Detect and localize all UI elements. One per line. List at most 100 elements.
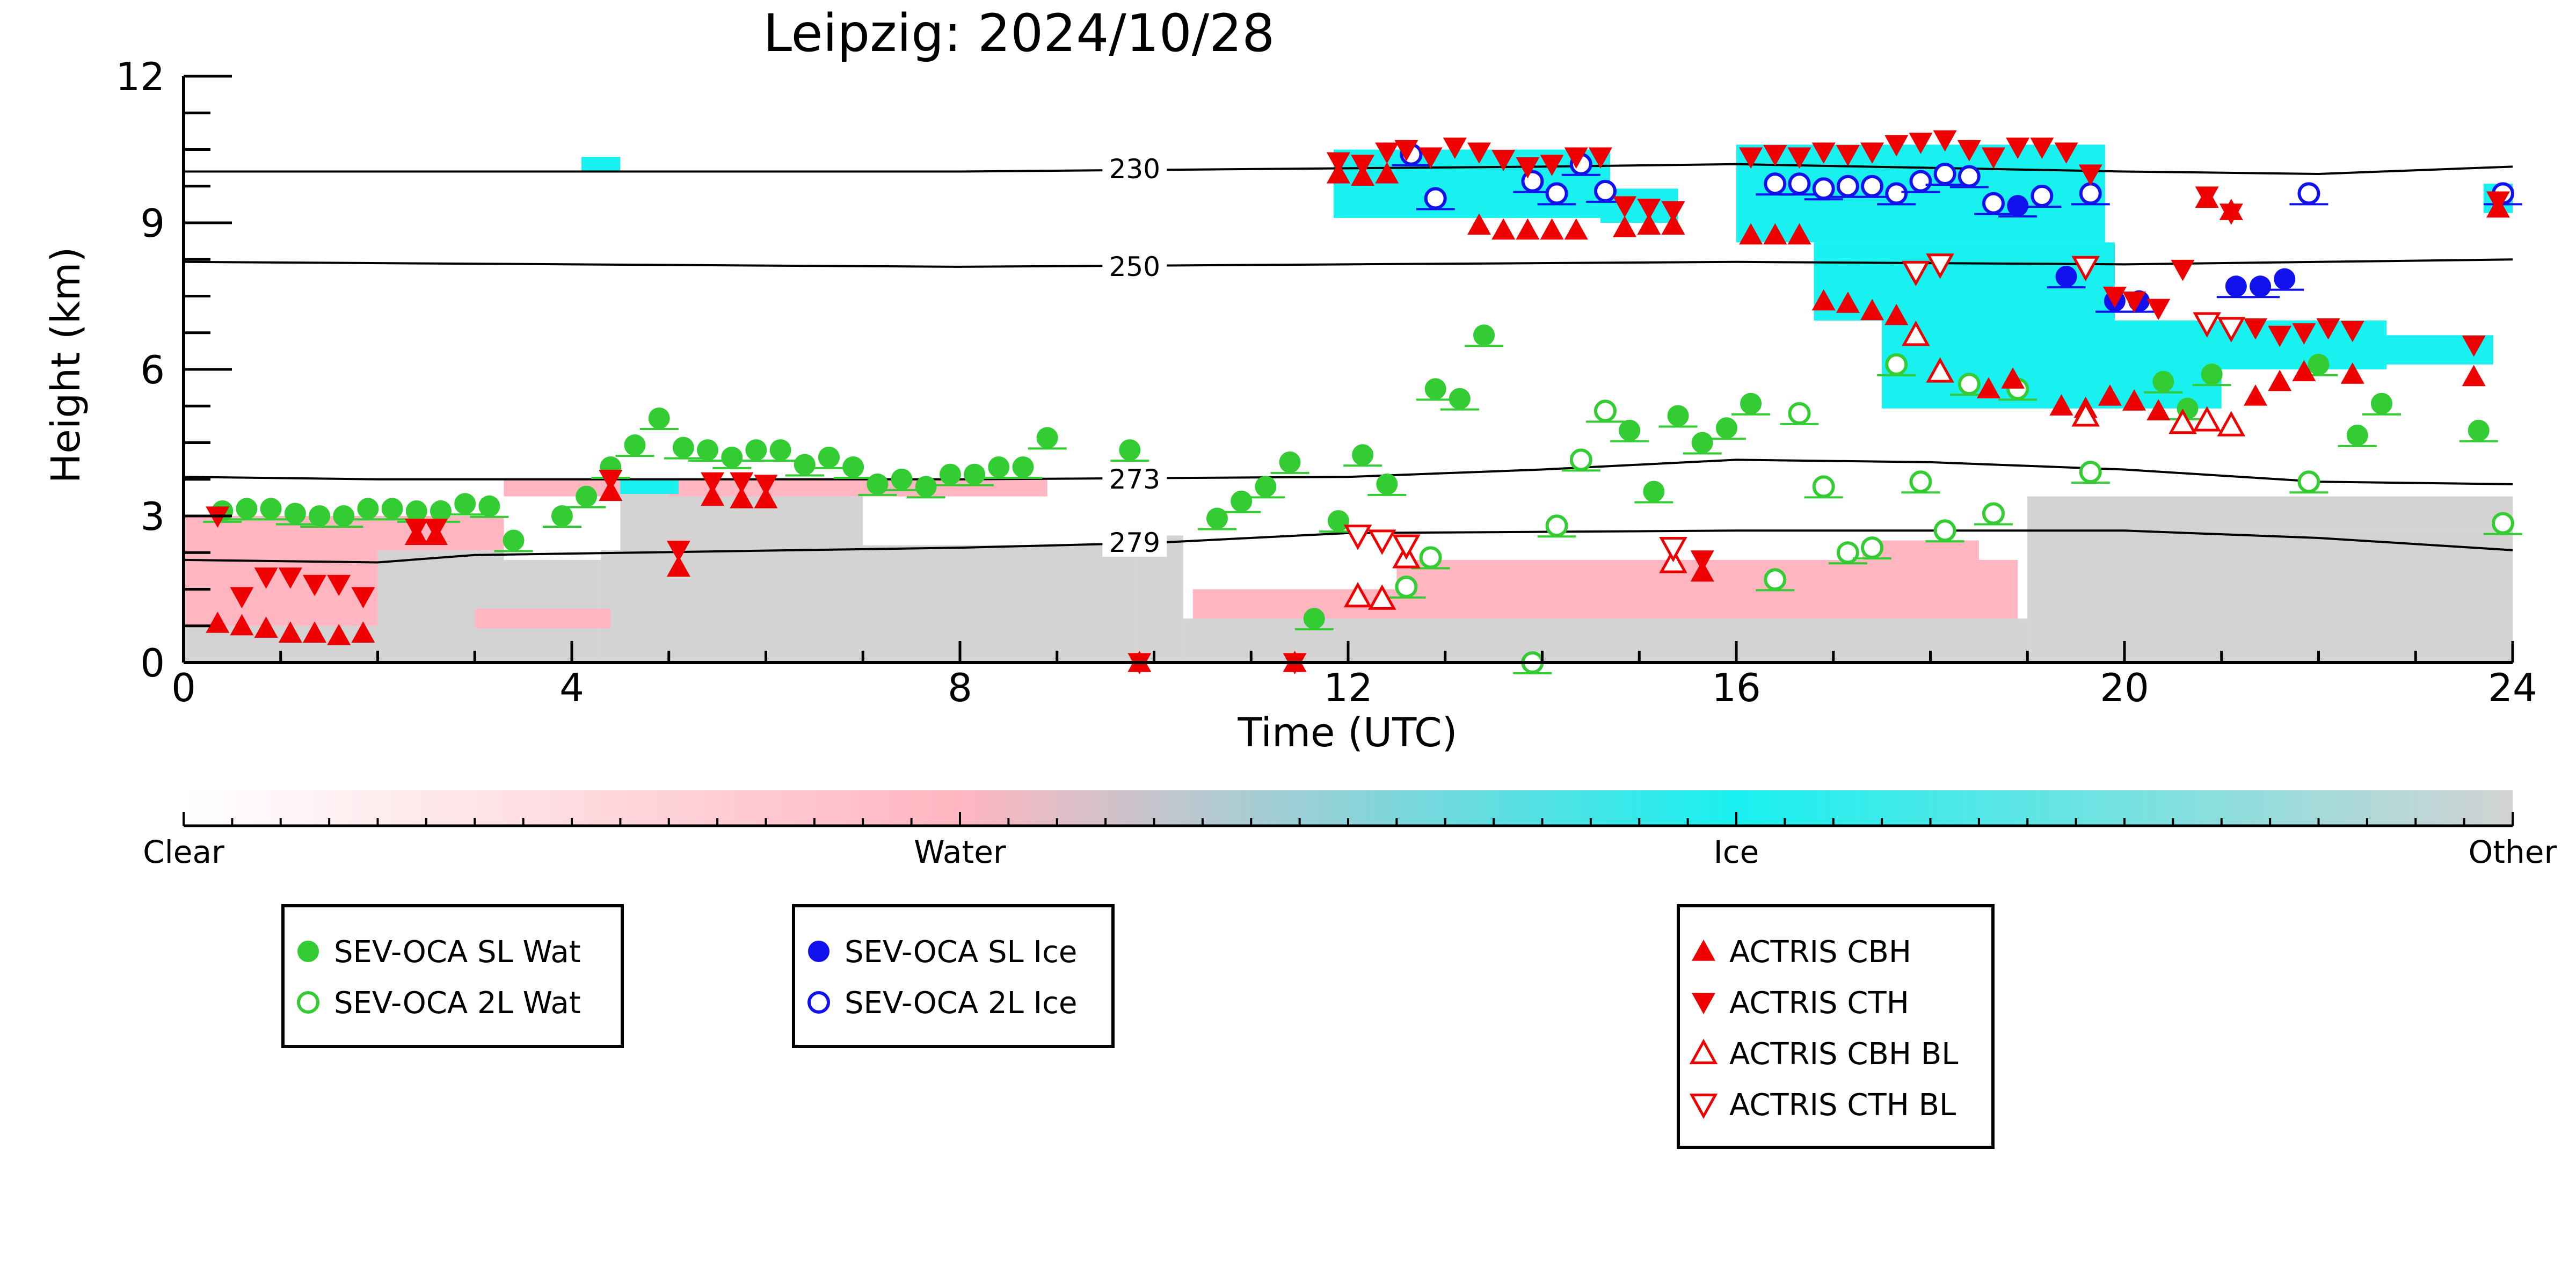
ice-region (620, 479, 679, 494)
data-point (1545, 514, 1568, 537)
data-point (2049, 394, 2073, 416)
legend-frame (792, 904, 1115, 1048)
data-point (1661, 213, 1685, 235)
data-markers (203, 130, 2522, 674)
data-point (1787, 147, 1811, 169)
data-point (2268, 369, 2292, 391)
contour-line-230 (184, 163, 2513, 176)
data-point (1467, 213, 1491, 235)
legend-frame (1677, 904, 1995, 1149)
legend-marker (297, 941, 319, 962)
data-point (1327, 510, 1349, 532)
data-point (430, 500, 452, 522)
data-point (1661, 201, 1685, 223)
data-point (891, 468, 913, 490)
data-point (1885, 182, 1908, 205)
data-point (1255, 476, 1277, 498)
data-point (730, 472, 754, 494)
x-tick-label: 12 (1323, 665, 1373, 710)
data-point (2195, 186, 2219, 208)
data-point (2268, 325, 2292, 347)
data-point (1424, 378, 1446, 400)
legend-marker (1692, 993, 1715, 1014)
legend-box-3: ACTRIS CBH ACTRIS CTH ACTRIS CBH BL ACTRIS … (1677, 904, 1995, 1149)
data-point (1279, 451, 1301, 473)
data-point (2098, 384, 2122, 406)
data-point (1491, 218, 1516, 240)
data-point (2217, 411, 2246, 436)
data-point (1564, 218, 1588, 240)
data-point (2007, 195, 2029, 217)
data-point (1885, 353, 1908, 376)
legend-group: SEV-OCA SL Wat SEV-OCA 2L Wat SEV-OCA SL I… (281, 904, 1995, 1149)
data-point (2225, 275, 2247, 297)
data-point (2340, 321, 2364, 343)
data-point (1637, 199, 1661, 220)
data-point (2146, 299, 2171, 321)
legend-marker (1689, 1093, 1718, 1119)
data-point (1811, 289, 1836, 311)
x-tick-label: 4 (559, 665, 584, 710)
legend-frame (281, 904, 624, 1048)
data-point (1516, 218, 1540, 240)
data-point (1740, 392, 1762, 414)
data-point (1569, 448, 1592, 471)
data-point (1352, 444, 1374, 466)
data-point (1715, 417, 1737, 439)
data-point (2486, 191, 2510, 213)
y-tick-label: 3 (140, 494, 165, 539)
data-point (2169, 408, 2197, 434)
data-point (2292, 323, 2316, 345)
data-point (1394, 140, 1418, 162)
contour-line-273 (183, 459, 2513, 485)
series-sev-oca-sl-wat (203, 324, 2498, 631)
other-region (377, 550, 504, 663)
contour-label-bg (1102, 529, 1167, 557)
data-point (672, 436, 694, 459)
data-point (1343, 582, 1372, 608)
data-point (1326, 152, 1350, 174)
legend-marker (807, 991, 830, 1014)
series-actris-cbh-bl (1343, 321, 2246, 610)
data-point (1926, 253, 1954, 279)
data-point (1449, 388, 1471, 410)
data-point (1593, 179, 1617, 202)
legend-marker (297, 991, 319, 1014)
data-point (551, 505, 573, 527)
data-point (424, 519, 448, 540)
data-point (1303, 608, 1325, 630)
data-point (230, 614, 254, 636)
x-tick-label: 24 (2488, 665, 2537, 710)
data-point (1763, 145, 1787, 166)
legend-label: SEV-OCA SL Ice (845, 935, 1077, 970)
data-point (701, 472, 725, 494)
data-point (2001, 367, 2025, 389)
data-point (624, 434, 646, 456)
data-point (1836, 541, 1859, 564)
chart-title: Leipzig: 2024/10/28 (763, 3, 1275, 63)
data-point (1933, 163, 1956, 185)
data-point (1375, 142, 1399, 164)
data-point (1613, 216, 1637, 237)
data-point (730, 487, 754, 508)
data-point (2201, 363, 2223, 385)
data-point (2297, 470, 2320, 493)
data-point (1902, 321, 1930, 346)
contour-label: 250 (1109, 251, 1160, 282)
data-point (1593, 399, 1617, 423)
colorbar-label: Ice (1714, 834, 1759, 870)
data-point (254, 616, 278, 638)
data-point (2193, 406, 2221, 432)
water-region (504, 479, 621, 497)
contour-label-bg (1102, 155, 1167, 183)
data-point (2122, 389, 2146, 411)
colorbar-label: Water (914, 834, 1006, 870)
data-point (1958, 373, 1981, 396)
data-point (867, 473, 889, 495)
data-point (2152, 370, 2174, 392)
data-point (1981, 147, 2005, 169)
x-axis-label: Time (UTC) (1237, 710, 1457, 756)
data-point (254, 567, 278, 589)
data-point (260, 498, 282, 520)
data-point (754, 475, 778, 496)
